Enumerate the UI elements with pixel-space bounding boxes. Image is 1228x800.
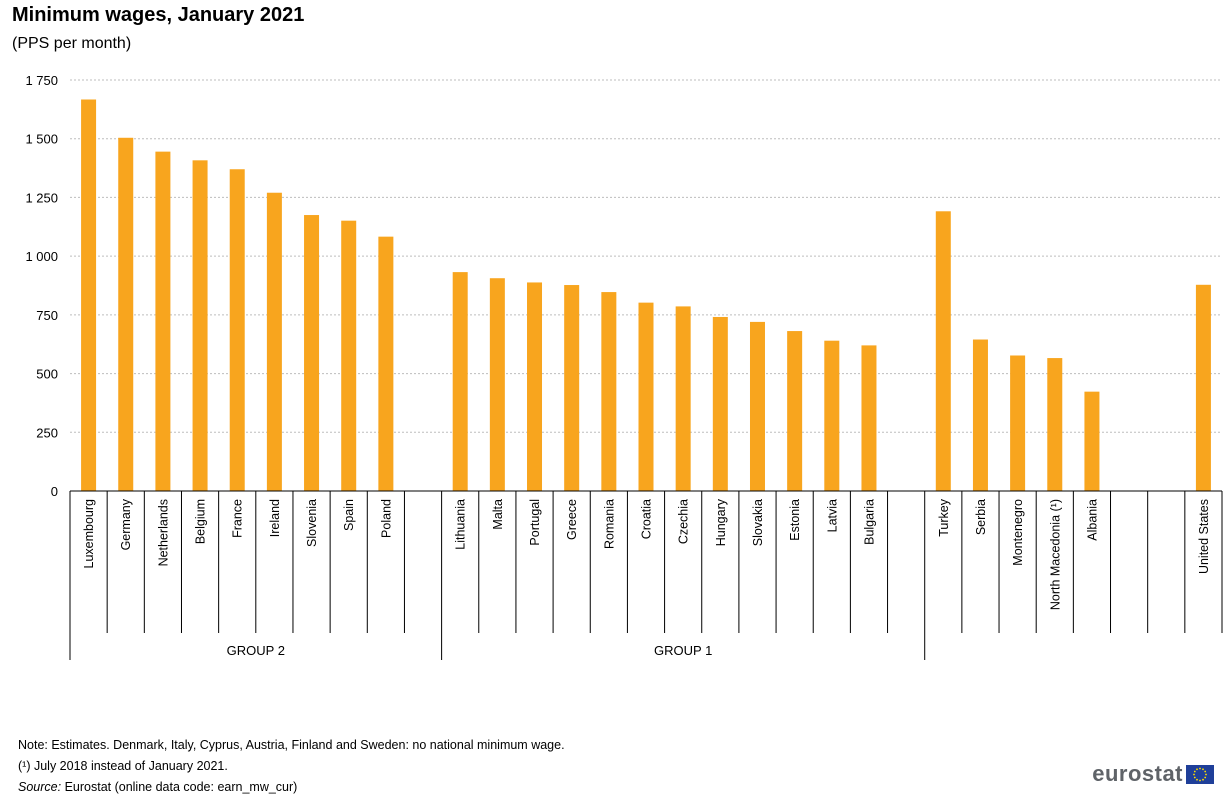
x-tick-label: Malta (491, 499, 505, 530)
x-tick-label: Croatia (640, 499, 654, 539)
x-tick-label: Netherlands (156, 499, 170, 566)
bar (1047, 358, 1063, 491)
x-tick-label: Hungary (714, 498, 728, 546)
bar (378, 236, 394, 491)
x-tick-label: Portugal (528, 499, 542, 546)
x-tick-label: Slovenia (305, 499, 319, 547)
note-estimates: Note: Estimates. Denmark, Italy, Cyprus,… (18, 738, 565, 752)
bar (935, 211, 951, 491)
x-tick-label: Romania (602, 499, 616, 549)
y-tick-label: 1 000 (25, 249, 58, 264)
x-tick-label: North Macedonia (¹) (1048, 499, 1062, 610)
chart-subtitle: (PPS per month) (12, 35, 132, 52)
x-tick-label: Albania (1085, 499, 1099, 541)
x-tick-label: Bulgaria (862, 499, 876, 545)
y-tick-label: 250 (36, 425, 58, 440)
flag-star (1193, 770, 1196, 772)
note-source: Source: Eurostat (online data code: earn… (18, 777, 565, 798)
eu-flag-icon (1186, 764, 1214, 784)
x-tick-label: Turkey (937, 498, 951, 536)
x-tick-label: Ireland (268, 499, 282, 537)
flag-star (1202, 778, 1204, 781)
bar (972, 339, 988, 491)
bar (192, 160, 208, 491)
x-tick-label: Slovakia (751, 499, 765, 546)
bar-chart: 0 250 500 750 1 000 1 250 1 500 1 750 Luxembourg… (25, 73, 1223, 660)
source-text: Eurostat (online data code: earn_mw_cur) (61, 780, 298, 794)
bar (304, 215, 320, 492)
bar (638, 302, 654, 491)
chart-title: Minimum wages, January 2021 (12, 4, 305, 26)
bar (341, 220, 357, 491)
x-tick-label: Montenegro (1011, 499, 1025, 566)
y-tick-label: 1 750 (25, 73, 58, 88)
group-label: GROUP 1 (654, 643, 712, 658)
bar (1010, 355, 1026, 491)
group-label: GROUP 2 (227, 643, 285, 658)
bar (712, 316, 728, 491)
source-label: Source: (18, 780, 62, 794)
flag-star (1202, 767, 1204, 770)
chart-notes: Note: Estimates. Denmark, Italy, Cyprus,… (18, 735, 565, 798)
x-tick-label: Latvia (825, 499, 839, 532)
bar (861, 345, 877, 491)
y-tick-label: 1 250 (25, 190, 58, 205)
bar (527, 282, 543, 491)
x-tick-label: France (231, 499, 245, 538)
bar (266, 192, 282, 491)
bar (824, 340, 840, 491)
y-tick-label: 750 (36, 308, 58, 323)
flag-star (1204, 770, 1207, 772)
bar (601, 292, 617, 491)
y-tick-label: 500 (36, 367, 58, 382)
x-tick-label: Poland (379, 499, 393, 538)
bar (1084, 391, 1100, 491)
bar (564, 285, 580, 491)
flag-star (1196, 778, 1198, 781)
bar (81, 99, 97, 492)
flag-star (1193, 773, 1195, 775)
bar (229, 169, 245, 491)
x-tick-label: Czechia (677, 499, 691, 544)
flag-star (1193, 776, 1196, 778)
flag-star (1204, 776, 1207, 778)
x-tick-label: Belgium (194, 499, 208, 544)
bar (787, 331, 803, 491)
flag-star (1199, 767, 1201, 769)
x-tick-label: Greece (565, 499, 579, 540)
logo-text: eurostat (1092, 761, 1183, 786)
bar (1195, 284, 1211, 491)
x-tick-label: Germany (119, 498, 133, 550)
x-tick-label: Luxembourg (82, 499, 96, 569)
eurostat-logo: eurostat (1092, 761, 1214, 787)
x-tick-label: Serbia (974, 499, 988, 535)
y-tick-label: 0 (51, 484, 58, 499)
flag-star (1199, 779, 1201, 781)
bar (489, 278, 505, 491)
x-tick-label: Lithuania (454, 499, 468, 550)
flag-star (1205, 773, 1207, 775)
bar (155, 151, 171, 492)
bar (118, 137, 134, 492)
y-tick-label: 1 500 (25, 132, 58, 147)
x-tick-label: Estonia (788, 499, 802, 541)
x-tick-label: Spain (342, 499, 356, 531)
x-tick-label: United States (1197, 499, 1211, 574)
bar (749, 321, 765, 491)
bar (675, 306, 691, 491)
note-footnote: (¹) July 2018 instead of January 2021. (18, 759, 228, 773)
flag-star (1196, 767, 1198, 770)
flag-background (1186, 764, 1214, 784)
bar (452, 272, 468, 491)
